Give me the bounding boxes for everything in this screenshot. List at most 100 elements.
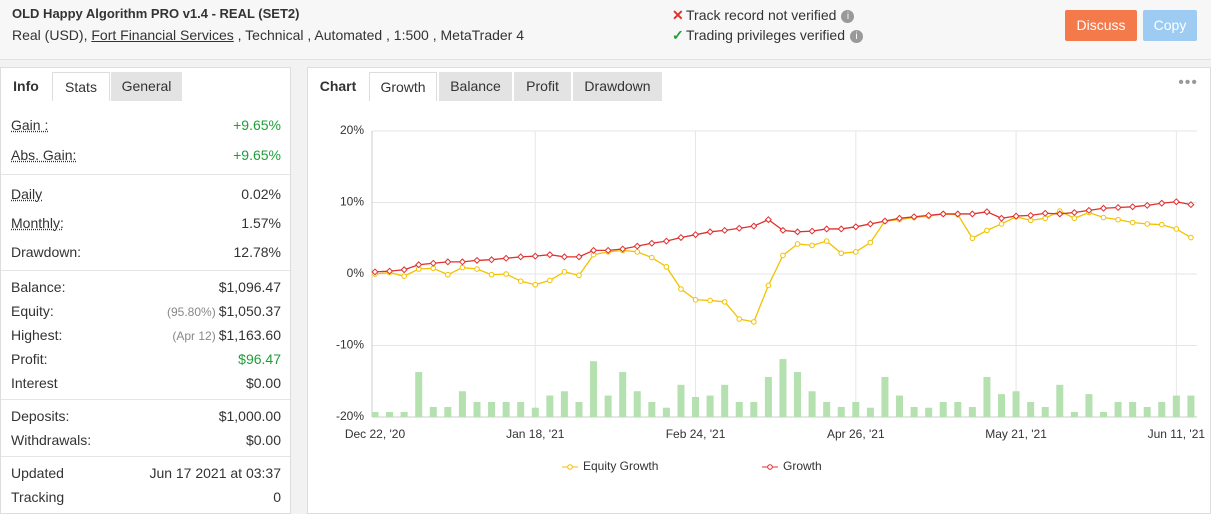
point xyxy=(649,254,655,261)
x-tick-label: Jun 11, '21 xyxy=(1148,427,1206,441)
tab[interactable]: Chart xyxy=(308,72,368,101)
point xyxy=(604,246,612,254)
legend-marker xyxy=(567,464,573,470)
stat-value-wrap: Jun 17 2021 at 03:37 xyxy=(149,465,281,481)
point xyxy=(474,266,480,272)
point xyxy=(401,273,407,279)
bar xyxy=(386,411,394,417)
stats-row: Interest $0.00 xyxy=(1,371,290,395)
point xyxy=(939,210,947,218)
point xyxy=(1099,204,1108,212)
point xyxy=(560,253,568,261)
tab[interactable]: Growth xyxy=(369,72,437,101)
point xyxy=(415,261,423,269)
stats-row: Daily 0.02% xyxy=(1,179,290,208)
point xyxy=(1114,203,1122,212)
discuss-button[interactable]: Discuss xyxy=(1065,10,1137,41)
tab[interactable]: Profit xyxy=(514,72,571,101)
point xyxy=(1041,209,1049,217)
tab[interactable]: General xyxy=(111,72,182,101)
bar xyxy=(444,406,452,417)
point xyxy=(576,272,582,279)
tab[interactable]: Info xyxy=(1,72,51,101)
stat-value: Jun 17 2021 at 03:37 xyxy=(149,465,281,481)
menu[interactable]: ••• xyxy=(1178,74,1198,91)
point xyxy=(823,225,831,233)
bar xyxy=(910,406,918,417)
stats-row: Highest: (Apr 12) $1,163.60 xyxy=(1,323,290,347)
point xyxy=(1187,201,1195,209)
point xyxy=(983,208,991,216)
stat-label: Equity: xyxy=(11,303,54,319)
stat-value: 0.02% xyxy=(241,185,281,202)
bar xyxy=(517,401,525,417)
point xyxy=(764,216,772,224)
bar xyxy=(415,371,423,417)
status-text: Track record not verified xyxy=(686,7,837,23)
point xyxy=(662,237,670,245)
bar xyxy=(531,407,539,417)
stat-label: Highest: xyxy=(11,327,63,343)
stats-row: Drawdown: 12.78% xyxy=(1,237,290,266)
tab[interactable]: Drawdown xyxy=(573,72,662,101)
bar xyxy=(371,411,379,417)
point xyxy=(837,225,845,233)
point xyxy=(648,239,656,247)
stat-label: Abs. Gain: xyxy=(11,147,77,163)
x-tick-label: Apr 26, '21 xyxy=(827,427,885,441)
point xyxy=(547,277,553,284)
point xyxy=(575,253,583,261)
bar xyxy=(837,406,845,417)
bar xyxy=(633,391,641,417)
tab[interactable]: Balance xyxy=(439,72,512,101)
chart-panel: Chart Growth Balance Profit Drawdown •••… xyxy=(307,67,1211,514)
broker-link[interactable]: Fort Financial Services xyxy=(91,27,234,43)
stats-row: Updated Jun 17 2021 at 03:37 xyxy=(1,461,290,485)
stat-note: (Apr 12) xyxy=(172,329,216,343)
point xyxy=(895,214,904,222)
y-tick-label: 20% xyxy=(340,123,364,137)
bar xyxy=(735,401,743,417)
point xyxy=(531,252,539,260)
point xyxy=(793,228,802,236)
bar xyxy=(808,391,816,417)
stats-group: Deposits: $1,000.00 Withdrawals: $0.00 xyxy=(1,400,290,457)
stat-value: $0.00 xyxy=(245,432,281,448)
stats-row: Equity: (95.80%) $1,050.37 xyxy=(1,299,290,323)
y-tick-label: 0% xyxy=(347,266,365,280)
point xyxy=(458,258,466,266)
bar xyxy=(1056,384,1064,417)
bar xyxy=(968,406,976,417)
point xyxy=(1085,206,1093,214)
point xyxy=(780,252,786,259)
bar xyxy=(881,376,889,417)
point xyxy=(1158,221,1165,228)
point xyxy=(751,319,757,325)
stat-label: Gain : xyxy=(11,117,49,133)
point xyxy=(853,249,859,255)
stat-value: $0.00 xyxy=(245,375,281,391)
bar xyxy=(488,401,496,417)
point xyxy=(677,233,685,242)
bar xyxy=(692,396,700,417)
stats-row: Withdrawals: $0.00 xyxy=(1,428,290,452)
copy-button[interactable]: Copy xyxy=(1143,10,1197,41)
point xyxy=(984,227,990,234)
stats-list: Gain : +9.65% Abs. Gain: +9.65% Daily 0.02% Mo… xyxy=(1,106,290,513)
point xyxy=(1012,212,1020,220)
stat-value: 1.57% xyxy=(241,214,281,231)
bar xyxy=(925,407,933,417)
point xyxy=(386,267,394,275)
tab[interactable]: Stats xyxy=(52,72,110,101)
point xyxy=(619,245,627,253)
point xyxy=(678,286,684,292)
bar xyxy=(939,401,947,417)
stats-row: Profit: $96.47 xyxy=(1,347,290,371)
point xyxy=(852,223,860,231)
point xyxy=(1129,203,1137,211)
point xyxy=(590,246,598,254)
stats-panel: Info Stats General Gain : +9.65% Abs. Gain… xyxy=(0,67,291,514)
point xyxy=(692,296,699,303)
chart: -20% -10% 0% 10% 20% Dec 22, '20 Jan 18, '21 Fe… xyxy=(336,123,1206,473)
point xyxy=(1158,199,1166,207)
